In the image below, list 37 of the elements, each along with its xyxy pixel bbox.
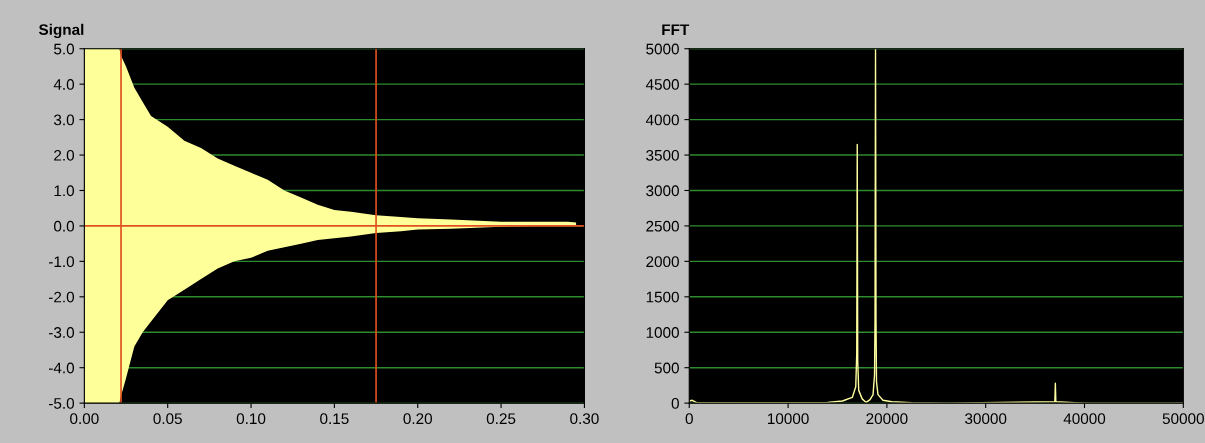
x-tick-label: 30000	[965, 413, 1007, 425]
x-tick-label: 0	[685, 413, 693, 425]
y-tick-label: 0	[671, 398, 679, 409]
y-tick-label: 4000	[645, 114, 679, 126]
x-tick-label: 0.00	[70, 413, 99, 425]
y-tick-label: 3000	[646, 185, 679, 197]
chart-title: FFT	[662, 24, 690, 35]
x-tick-label: 0.10	[236, 413, 266, 425]
y-tick-label: 3500	[646, 149, 679, 161]
x-tick-label: 0.25	[486, 413, 516, 425]
x-tick-label: 0.15	[320, 413, 349, 425]
x-tick-label: 0.20	[403, 413, 432, 425]
y-tick-label: 1500	[646, 291, 679, 303]
y-tick-label: 500	[654, 362, 679, 374]
y-tick-label: 2.0	[54, 149, 75, 161]
y-tick-label: 5000	[646, 43, 679, 55]
y-tick-label: 1000	[646, 327, 679, 338]
y-tick-label: 4500	[645, 79, 679, 90]
x-tick-label: 10000	[768, 413, 809, 425]
y-tick-label: -2.0	[48, 291, 75, 303]
x-tick-label: 0.05	[153, 413, 182, 425]
y-tick-label: 0.0	[53, 220, 75, 232]
y-tick-label: 2000	[646, 256, 679, 268]
y-tick-label: -3.0	[48, 327, 75, 338]
chart-title: Signal	[38, 23, 84, 39]
y-tick-label: 5.0	[54, 43, 75, 55]
x-tick-label: 40000	[1063, 413, 1106, 425]
y-tick-label: 4.0	[53, 79, 75, 90]
x-tick-label: 20000	[866, 413, 908, 425]
y-tick-label: -5.0	[48, 398, 75, 409]
y-tick-label: -1.0	[48, 256, 75, 268]
y-tick-label: 1.0	[54, 185, 75, 197]
x-tick-label: 50000	[1162, 413, 1204, 425]
x-tick-label: 0.30	[570, 413, 599, 425]
y-tick-label: 2500	[646, 220, 679, 232]
y-tick-label: -4.0	[48, 362, 75, 374]
y-tick-label: 3.0	[53, 114, 75, 126]
